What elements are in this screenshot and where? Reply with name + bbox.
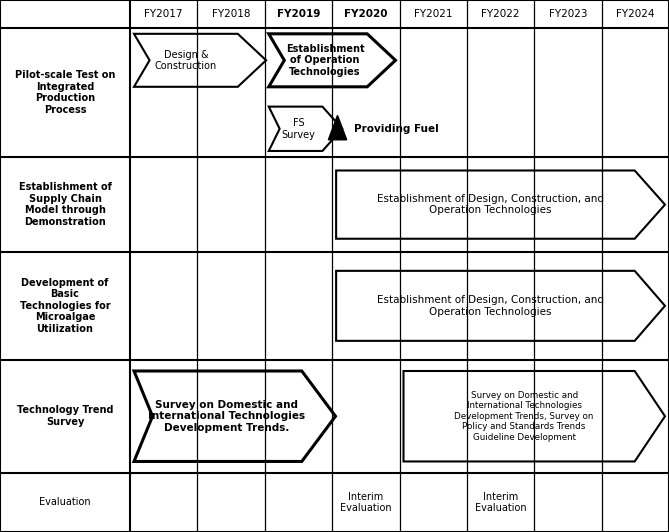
Text: FS
Survey: FS Survey [282, 118, 315, 139]
Text: Interim
Evaluation: Interim Evaluation [475, 492, 527, 513]
Text: Establishment
of Operation
Technologies: Establishment of Operation Technologies [286, 44, 365, 77]
Text: Establishment of Design, Construction, and
Operation Technologies: Establishment of Design, Construction, a… [377, 295, 604, 317]
Polygon shape [134, 371, 335, 461]
Text: FY2020: FY2020 [344, 9, 387, 19]
Text: Development of
Basic
Technologies for
Microalgae
Utilization: Development of Basic Technologies for Mi… [19, 278, 110, 334]
Text: FY2017: FY2017 [145, 9, 183, 19]
Text: FY2021: FY2021 [414, 9, 452, 19]
Polygon shape [336, 170, 665, 239]
Text: FY2018: FY2018 [212, 9, 250, 19]
Text: Design &
Construction: Design & Construction [155, 49, 217, 71]
Text: FY2024: FY2024 [616, 9, 654, 19]
Polygon shape [269, 106, 343, 151]
Polygon shape [328, 115, 347, 140]
Text: Survey on Domestic and
International Technologies
Development Trends, Survey on
: Survey on Domestic and International Tec… [454, 391, 594, 442]
Text: Technology Trend
Survey: Technology Trend Survey [17, 405, 113, 427]
Text: Establishment of Design, Construction, and
Operation Technologies: Establishment of Design, Construction, a… [377, 194, 604, 215]
Text: Interim
Evaluation: Interim Evaluation [340, 492, 391, 513]
Text: Evaluation: Evaluation [39, 497, 91, 508]
Text: Providing Fuel: Providing Fuel [354, 124, 438, 134]
Text: Pilot-scale Test on
Integrated
Production
Process: Pilot-scale Test on Integrated Productio… [15, 70, 115, 115]
Text: FY2019: FY2019 [277, 9, 320, 19]
Polygon shape [269, 34, 395, 87]
Text: Survey on Domestic and
International Technologies
Development Trends.: Survey on Domestic and International Tec… [148, 400, 305, 433]
Polygon shape [134, 34, 266, 87]
Text: FY2022: FY2022 [481, 9, 520, 19]
Polygon shape [403, 371, 665, 461]
Text: FY2023: FY2023 [549, 9, 587, 19]
Text: Establishment of
Supply Chain
Model through
Demonstration: Establishment of Supply Chain Model thro… [19, 182, 112, 227]
Polygon shape [336, 271, 665, 341]
